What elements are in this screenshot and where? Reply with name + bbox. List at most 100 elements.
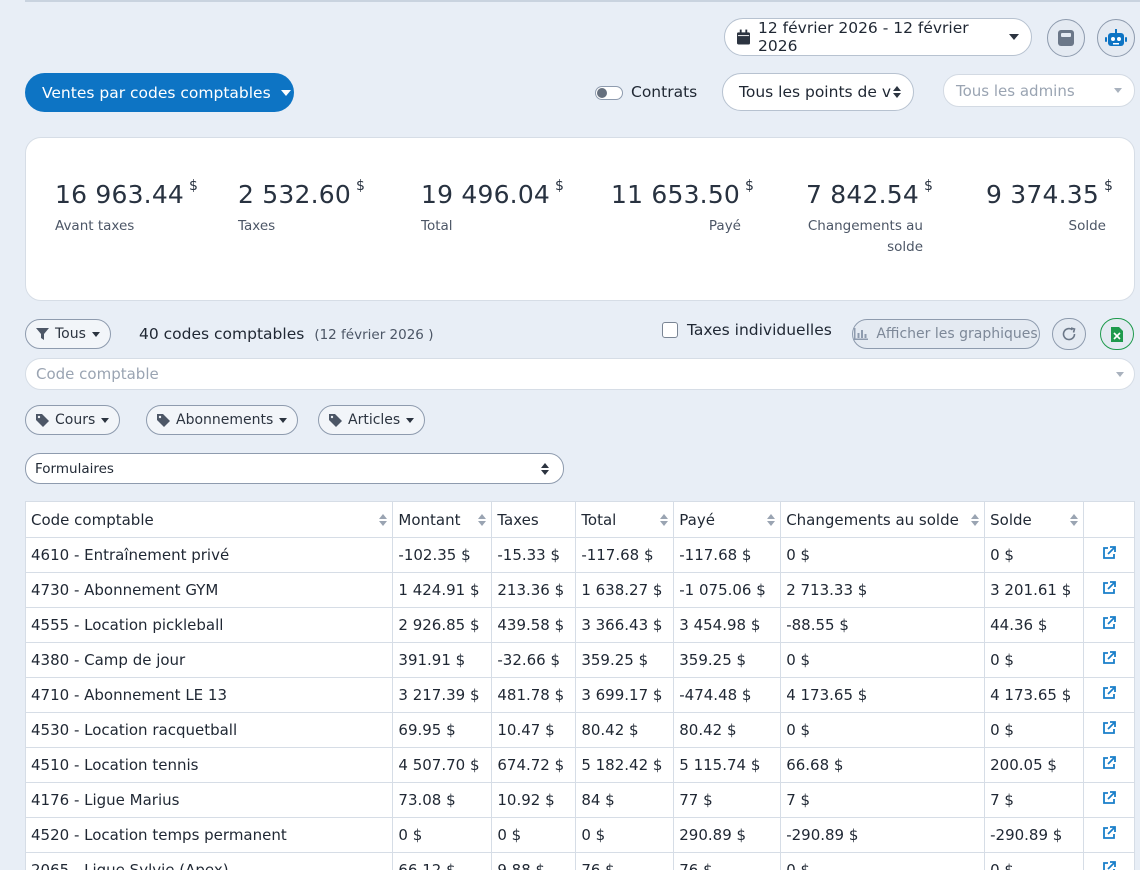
calculator-icon [1058, 30, 1074, 46]
open-link-cell[interactable] [1083, 852, 1135, 870]
chevron-down-icon [1009, 34, 1019, 40]
table-cell: 1 424.91 $ [392, 572, 493, 608]
table-cell: 80.42 $ [673, 712, 782, 748]
table-cell: 7 $ [984, 782, 1085, 818]
table-cell: 76 $ [575, 852, 675, 870]
table-cell: 73.08 $ [392, 782, 493, 818]
table-cell: -117.68 $ [673, 537, 782, 573]
open-link-cell[interactable] [1083, 537, 1135, 573]
open-link-cell[interactable] [1083, 572, 1135, 608]
table-row: 4176 - Ligue Marius 73.08 $10.92 $84 $77 … [24, 782, 1135, 818]
tag-icon [36, 413, 49, 427]
col-header-label: Changements au solde [786, 510, 959, 529]
filter-dropdown[interactable]: Tous [25, 319, 111, 349]
table-row: 4610 - Entraînement privé -102.35 $ -15.33… [24, 537, 1135, 573]
table-cell: 66.68 $ [780, 747, 986, 783]
external-link-icon[interactable] [1102, 616, 1116, 630]
stat-label: Payé [708, 218, 741, 234]
open-link-cell[interactable] [1083, 712, 1135, 748]
table-cell: 1 638.27 $ [575, 572, 675, 608]
table-cell: -474.48 $ [673, 677, 782, 713]
external-link-icon[interactable] [1102, 721, 1116, 735]
col-header-balance-changes[interactable]: Changements au solde [780, 501, 986, 538]
points-of-sale-value: Tous les points de v [739, 83, 891, 101]
tag-filter-cours[interactable]: Cours [25, 405, 121, 435]
excel-icon [1111, 326, 1123, 342]
table-cell: 5 182.42 $ [575, 747, 675, 783]
chevron-down-icon [1116, 371, 1124, 377]
stat-value: 9 374.35 [986, 180, 1099, 209]
table-cell: 4176 - Ligue Marius [24, 782, 394, 818]
col-header-label: Payé [679, 510, 715, 529]
col-header-amount[interactable]: Montant [392, 501, 493, 538]
individual-taxes-checkbox[interactable] [662, 322, 678, 338]
open-link-cell[interactable] [1083, 607, 1135, 643]
assistant-button[interactable] [1097, 19, 1135, 57]
table-cell: 84 $ [575, 782, 675, 818]
open-link-cell[interactable] [1083, 642, 1135, 678]
tag-filter-articles[interactable]: Articles [318, 405, 426, 435]
table-cell: 359.25 $ [575, 642, 675, 678]
col-header-taxes[interactable]: Taxes [491, 501, 577, 538]
table-cell: 4 173.65 $ [780, 677, 986, 713]
table-cell: 674.72 $ [491, 747, 577, 783]
refresh-button[interactable] [1052, 318, 1086, 350]
table-cell: 0 $ [780, 712, 986, 748]
table-cell: 439.58 $ [491, 607, 577, 643]
calculator-button[interactable] [1047, 19, 1085, 57]
table-row: 2065 - Ligue Sylvie (Apex) 66.12 $9.88 $7… [24, 852, 1135, 870]
date-range-picker[interactable]: 12 février 2026 - 12 février 2026 [724, 18, 1032, 56]
stat-value: 7 842.54 [806, 180, 919, 209]
table-cell: -1 075.06 $ [673, 572, 782, 608]
accounting-code-select[interactable]: Code comptable [25, 358, 1135, 390]
external-link-icon[interactable] [1102, 756, 1116, 770]
export-excel-button[interactable] [1100, 318, 1134, 350]
external-link-icon[interactable] [1102, 791, 1116, 805]
external-link-icon[interactable] [1102, 546, 1116, 560]
robot-icon [1105, 29, 1127, 46]
col-header-paid[interactable]: Payé [673, 501, 782, 538]
table-cell: 44.36 $ [984, 607, 1085, 643]
individual-taxes-option[interactable]: Taxes individuelles [662, 321, 832, 339]
table-cell: 4555 - Location pickleball [24, 607, 394, 643]
col-header-code[interactable]: Code comptable [24, 501, 394, 538]
open-link-cell[interactable] [1083, 782, 1135, 818]
points-of-sale-select[interactable]: Tous les points de v [722, 73, 914, 111]
col-header-balance[interactable]: Solde [984, 501, 1085, 538]
stat-currency: $ [745, 178, 755, 194]
chevron-down-icon [1114, 88, 1122, 93]
open-link-cell[interactable] [1083, 747, 1135, 783]
table-cell: 391.91 $ [392, 642, 493, 678]
admins-select[interactable]: Tous les admins [943, 74, 1135, 107]
summary-card: 16 963.44 $ Avant taxes 2 532.60 $ Taxes 1… [25, 137, 1135, 301]
table-cell: 0 $ [392, 817, 493, 853]
open-link-cell[interactable] [1083, 817, 1135, 853]
report-selector-button[interactable]: Ventes par codes comptables [25, 73, 294, 112]
stat-value: 2 532.60 [238, 180, 351, 209]
table-row: 4510 - Location tennis 4 507.70 $674.72 $… [24, 747, 1135, 783]
tag-filter-abonnements[interactable]: Abonnements [146, 405, 299, 435]
external-link-icon[interactable] [1102, 686, 1116, 700]
show-graphs-button[interactable]: Afficher les graphiques [852, 319, 1040, 349]
table-cell: 4510 - Location tennis [24, 747, 394, 783]
tag-filter-label: Articles [348, 412, 401, 428]
table-cell: 80.42 $ [575, 712, 675, 748]
table-cell: 10.47 $ [491, 712, 577, 748]
col-header-label: Montant [398, 510, 461, 529]
forms-select[interactable]: Formulaires [25, 453, 564, 484]
table-cell: 0 $ [780, 537, 986, 573]
external-link-icon[interactable] [1102, 826, 1116, 840]
external-link-icon[interactable] [1102, 651, 1116, 665]
date-range-text: 12 février 2026 - 12 février 2026 [758, 19, 969, 55]
external-link-icon[interactable] [1102, 581, 1116, 595]
chevron-down-icon [406, 417, 415, 423]
table-cell: 481.78 $ [491, 677, 577, 713]
external-link-icon[interactable] [1102, 861, 1116, 870]
table-cell: 4710 - Abonnement LE 13 [24, 677, 394, 713]
col-header-total[interactable]: Total [575, 501, 675, 538]
table-cell: 0 $ [984, 712, 1085, 748]
table-row: 4730 - Abonnement GYM 1 424.91 $213.36 $1… [24, 572, 1135, 608]
open-link-cell[interactable] [1083, 677, 1135, 713]
contracts-toggle[interactable] [595, 86, 623, 100]
calendar-icon [737, 29, 751, 45]
